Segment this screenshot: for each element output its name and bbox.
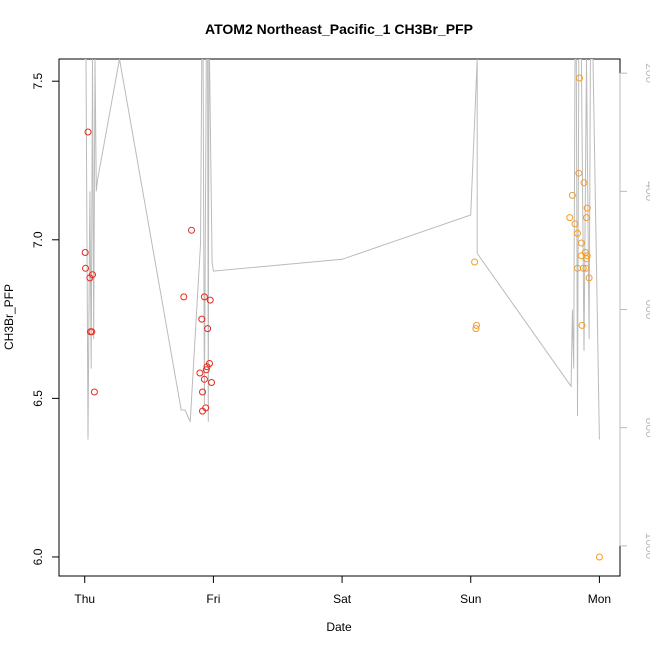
data-point-orange-19	[583, 214, 590, 222]
data-point-red-11	[199, 388, 206, 396]
y2-tick-label-4: 1000	[643, 533, 650, 560]
data-point-orange-9	[576, 74, 583, 82]
y-axis: 6.0 6.5 7.0 7.5	[31, 73, 60, 565]
data-point-red-9	[188, 226, 195, 234]
data-point-red-4	[89, 271, 96, 279]
x-tick-label-0: Thu	[74, 592, 95, 606]
data-point-red-8	[180, 293, 188, 301]
data-point-red-7	[90, 388, 98, 396]
data-point-red-2	[84, 128, 92, 136]
y-axis-label: CH3Br_PFP	[2, 284, 16, 350]
data-point-orange-8	[575, 169, 583, 177]
y-tick-label-3: 7.5	[31, 73, 45, 90]
data-point-red-1	[82, 264, 89, 272]
y2-tick-label-0: 200	[643, 63, 650, 83]
data-point-red-10	[196, 369, 204, 377]
data-point-red-20	[206, 360, 213, 367]
y2-axis: 200 400 600 800 1000	[619, 63, 650, 560]
data-point-orange-4	[568, 191, 576, 199]
data-points	[81, 74, 603, 561]
y-tick-label-0: 6.0	[31, 548, 45, 565]
data-point-orange-11	[577, 239, 585, 247]
data-point-orange-21	[585, 274, 593, 282]
data-point-red-6	[88, 328, 96, 336]
pressure-line	[84, 59, 600, 440]
pressure-profile	[84, 59, 600, 440]
x-tick-label-4: Mon	[588, 592, 611, 606]
data-point-orange-3	[566, 214, 574, 222]
y2-tick-label-2: 600	[643, 300, 650, 320]
x-tick-label-3: Sun	[460, 592, 481, 606]
data-point-orange-2	[473, 321, 480, 329]
x-tick-label-1: Fri	[206, 592, 220, 606]
data-point-red-12	[198, 315, 206, 323]
data-point-orange-17	[583, 255, 590, 263]
data-point-orange-16	[582, 264, 590, 272]
data-point-orange-5	[571, 220, 579, 228]
data-point-orange-20	[583, 204, 591, 212]
y-tick-label-2: 7.0	[31, 231, 45, 248]
data-point-orange-22	[595, 553, 603, 561]
data-point-red-17	[202, 366, 210, 374]
data-point-orange-6	[574, 229, 581, 237]
data-point-orange-14	[580, 179, 588, 187]
data-point-orange-12	[578, 321, 586, 329]
y2-tick-label-3: 800	[643, 418, 650, 438]
y2-tick-label-1: 400	[643, 181, 650, 201]
data-point-red-16	[202, 404, 210, 412]
chart-title: ATOM2 Northeast_Pacific_1 CH3Br_PFP	[205, 21, 473, 37]
data-point-red-19	[204, 325, 212, 333]
data-point-orange-13	[579, 264, 587, 272]
data-point-red-21	[206, 296, 214, 304]
data-point-orange-0	[471, 258, 479, 266]
data-point-orange-18	[583, 252, 591, 260]
x-axis-label: Date	[326, 620, 352, 634]
data-point-orange-1	[472, 325, 480, 333]
data-point-red-22	[208, 379, 215, 386]
data-point-red-13	[200, 293, 208, 301]
data-point-red-14	[200, 375, 208, 383]
y-tick-label-1: 6.5	[31, 390, 45, 407]
x-axis: Thu Fri Sat Sun Mon	[74, 575, 611, 606]
data-point-red-0	[81, 249, 89, 256]
plot-box	[58, 58, 621, 577]
x-tick-label-2: Sat	[333, 592, 352, 606]
